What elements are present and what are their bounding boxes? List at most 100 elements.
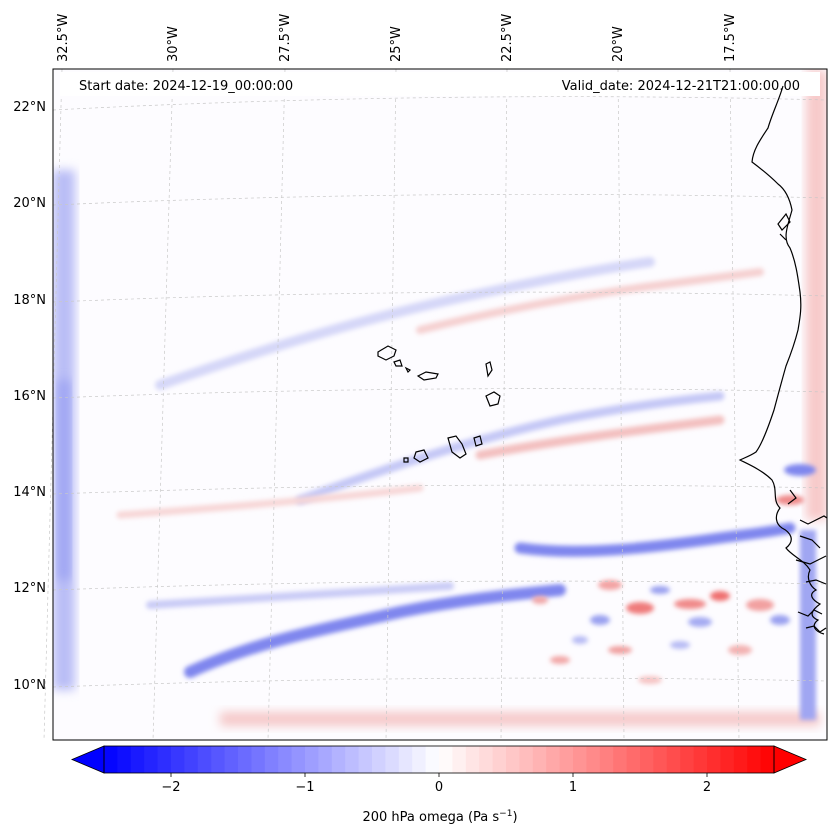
omega-red-streak-north	[416, 268, 764, 334]
omega-blue-streak-north	[155, 257, 655, 390]
colorbar-tick-label: −2	[161, 780, 180, 795]
lon-label-32.5w: 32.5°W	[56, 14, 71, 62]
coast-detail-5	[805, 579, 827, 585]
island-santa-luzia	[404, 366, 412, 374]
colorbar-level	[532, 746, 547, 773]
colorbar-level	[559, 746, 574, 773]
colorbar-level	[104, 746, 118, 773]
colorbar-level	[439, 746, 453, 773]
lon-label-20w: 20°W	[611, 26, 626, 62]
colorbar-level	[144, 746, 159, 773]
colorbar-ticks: −2 −1 0 1 2	[161, 773, 711, 795]
colorbar-level	[613, 746, 628, 773]
lat-label-10n: 10°N	[13, 678, 46, 693]
colorbar-level	[425, 746, 440, 773]
colorbar-label-exp: −1	[499, 809, 512, 819]
colorbar-level	[211, 746, 226, 773]
colorbar-level	[573, 746, 587, 773]
omega-south-boundary	[220, 712, 820, 726]
omega-coastal-red	[776, 495, 804, 505]
coast-detail-8	[777, 212, 791, 231]
colorbar-level	[479, 746, 494, 773]
coast-detail-9	[779, 233, 787, 241]
omega-red-streak-mid	[475, 415, 725, 460]
colorbar-level	[707, 746, 721, 773]
colorbar-level	[747, 746, 762, 773]
lon-label-25w: 25°W	[389, 26, 404, 62]
colorbar-level	[130, 746, 145, 773]
colorbar-level	[117, 746, 132, 773]
colorbar: −2 −1 0 1 2 200 hPa omega (Pa s−1)	[70, 745, 808, 825]
coastline	[377, 85, 827, 635]
lon-label-27.5w: 27.5°W	[278, 14, 293, 62]
colorbar-level	[291, 746, 306, 773]
colorbar-level	[278, 746, 293, 773]
colorbar-level	[331, 746, 346, 773]
colorbar-level	[345, 746, 360, 773]
island-maio	[473, 435, 483, 447]
map-frame	[52, 68, 828, 741]
colorbar-level	[358, 746, 373, 773]
island-sao-vicente	[393, 359, 403, 367]
colorbar-level	[599, 746, 614, 773]
start-date-annotation: Start date: 2024-12-19_00:00:00	[79, 79, 293, 94]
colorbar-level	[238, 746, 252, 773]
lat-label-18n: 18°N	[13, 293, 46, 308]
colorbar-level	[640, 746, 654, 773]
omega-red-streak-south	[116, 484, 424, 519]
colorbar-level	[666, 746, 681, 773]
colorbar-level	[171, 746, 185, 773]
lon-label-30w: 30°W	[166, 26, 181, 62]
omega-west-core	[58, 380, 70, 580]
island-sal	[485, 361, 493, 378]
latitude-labels: 22°N 20°N 18°N 16°N 14°N 12°N 10°N	[13, 100, 46, 693]
omega-east-blue-strip	[800, 530, 816, 720]
lat-label-14n: 14°N	[13, 485, 46, 500]
colorbar-label-prefix: 200 hPa omega (Pa s	[362, 810, 499, 825]
omega-noise-southeast	[532, 580, 790, 684]
map-background	[53, 69, 827, 740]
coast-detail-7	[805, 625, 827, 633]
colorbar-level	[305, 746, 319, 773]
colorbar-level	[224, 746, 239, 773]
lon-label-17.5w: 17.5°W	[723, 14, 738, 62]
omega-blue-streak-12n	[514, 522, 796, 557]
colorbar-level	[626, 746, 641, 773]
gridlines	[43, 68, 828, 741]
colorbar-level	[693, 746, 708, 773]
coast-detail-2	[799, 515, 827, 525]
colorbar-level	[398, 746, 413, 773]
omega-field	[53, 70, 827, 726]
island-santo-antao	[377, 345, 397, 361]
colorbar-level	[760, 746, 775, 773]
colorbar-level	[452, 746, 467, 773]
island-boa-vista	[485, 391, 501, 407]
colorbar-level	[318, 746, 333, 773]
lat-label-16n: 16°N	[13, 389, 46, 404]
colorbar-level	[184, 746, 199, 773]
coast-detail-6	[797, 609, 823, 617]
coast-detail-3	[799, 535, 821, 549]
colorbar-level	[506, 746, 520, 773]
island-sao-nicolau	[416, 371, 439, 381]
lon-label-22.5w: 22.5°W	[500, 14, 515, 62]
lat-label-22n: 22°N	[13, 100, 46, 115]
colorbar-level	[586, 746, 601, 773]
colorbar-level	[197, 746, 212, 773]
colorbar-level	[680, 746, 695, 773]
colorbar-tick-label: 0	[435, 780, 443, 795]
coast-detail-4	[795, 555, 827, 565]
map-panel: Start date: 2024-12-19_00:00:00 Valid_da…	[43, 68, 828, 741]
colorbar-level	[157, 746, 172, 773]
island-fogo	[413, 449, 429, 463]
omega-coastal-blue	[784, 464, 816, 476]
colorbar-level	[720, 746, 735, 773]
colorbar-level	[465, 746, 480, 773]
colorbar-label-suffix: )	[512, 810, 517, 825]
colorbar-level	[372, 746, 386, 773]
lat-label-12n: 12°N	[13, 581, 46, 596]
colorbar-level	[733, 746, 748, 773]
colorbar-level	[492, 746, 507, 773]
colorbar-extend-high	[773, 745, 808, 774]
